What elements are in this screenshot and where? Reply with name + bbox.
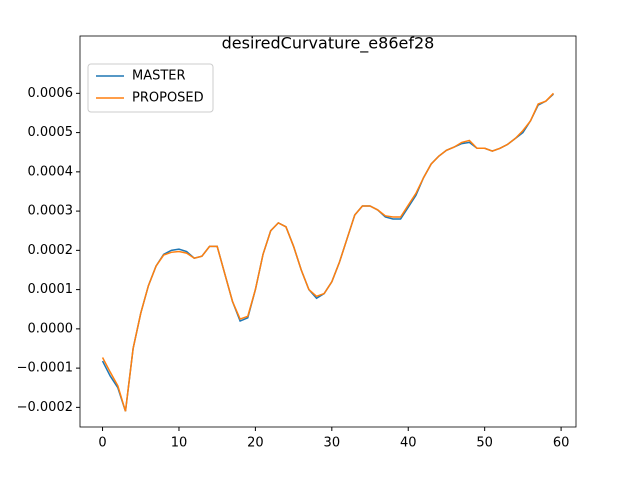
x-tick-label: 60 [553, 436, 570, 451]
line-series [101, 92, 554, 412]
legend-label: MASTER [132, 69, 186, 84]
y-tick-label: 0.0005 [28, 125, 74, 140]
x-tick-label: 20 [247, 436, 264, 451]
plot-frame [79, 35, 577, 428]
y-tick-label: 0.0000 [28, 321, 74, 336]
chart-title: desiredCurvature_e86ef28 [222, 34, 435, 54]
legend-label: PROPOSED [132, 91, 204, 106]
x-tick-label: 30 [324, 436, 341, 451]
x-tick-label: 50 [476, 436, 493, 451]
y-tick-label: −0.0002 [17, 400, 73, 415]
x-tick-label: 0 [98, 436, 106, 451]
y-tick-label: 0.0003 [28, 204, 74, 219]
x-tick-label: 10 [171, 436, 188, 451]
x-tick-label: 40 [400, 436, 417, 451]
y-tick-label: 0.0004 [28, 164, 74, 179]
y-tick-label: −0.0001 [17, 361, 73, 376]
y-tick-label: 0.0001 [28, 282, 74, 297]
y-tick-label: 0.0002 [28, 243, 74, 258]
y-tick-label: 0.0006 [28, 86, 74, 101]
